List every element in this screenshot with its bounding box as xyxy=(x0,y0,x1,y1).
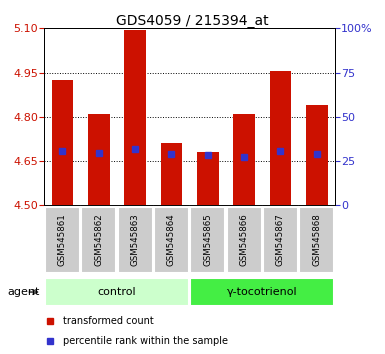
Bar xyxy=(233,114,255,205)
Bar xyxy=(45,278,189,306)
Text: GSM545861: GSM545861 xyxy=(58,213,67,266)
Text: GSM545864: GSM545864 xyxy=(167,213,176,266)
Bar xyxy=(45,207,80,273)
Bar xyxy=(227,207,261,273)
Bar xyxy=(124,30,146,205)
Text: transformed count: transformed count xyxy=(63,316,154,326)
Bar xyxy=(300,207,334,273)
Text: GSM545867: GSM545867 xyxy=(276,213,285,266)
Text: GSM545865: GSM545865 xyxy=(203,213,212,266)
Bar xyxy=(197,152,219,205)
Bar xyxy=(190,278,334,306)
Text: GSM545862: GSM545862 xyxy=(94,213,103,266)
Bar xyxy=(263,207,298,273)
Bar xyxy=(161,143,182,205)
Bar xyxy=(306,105,328,205)
Bar xyxy=(270,71,291,205)
Text: GSM545866: GSM545866 xyxy=(239,213,249,266)
Text: GSM545868: GSM545868 xyxy=(312,213,321,266)
Text: percentile rank within the sample: percentile rank within the sample xyxy=(63,336,228,346)
Text: GDS4059 / 215394_at: GDS4059 / 215394_at xyxy=(116,14,269,28)
Text: agent: agent xyxy=(8,287,40,297)
Bar xyxy=(154,207,189,273)
Bar xyxy=(52,80,73,205)
Text: GSM545863: GSM545863 xyxy=(131,213,140,266)
Bar xyxy=(81,207,116,273)
Bar xyxy=(118,207,152,273)
Text: γ-tocotrienol: γ-tocotrienol xyxy=(227,287,298,297)
Bar xyxy=(190,207,225,273)
Bar xyxy=(88,114,110,205)
Text: control: control xyxy=(98,287,136,297)
